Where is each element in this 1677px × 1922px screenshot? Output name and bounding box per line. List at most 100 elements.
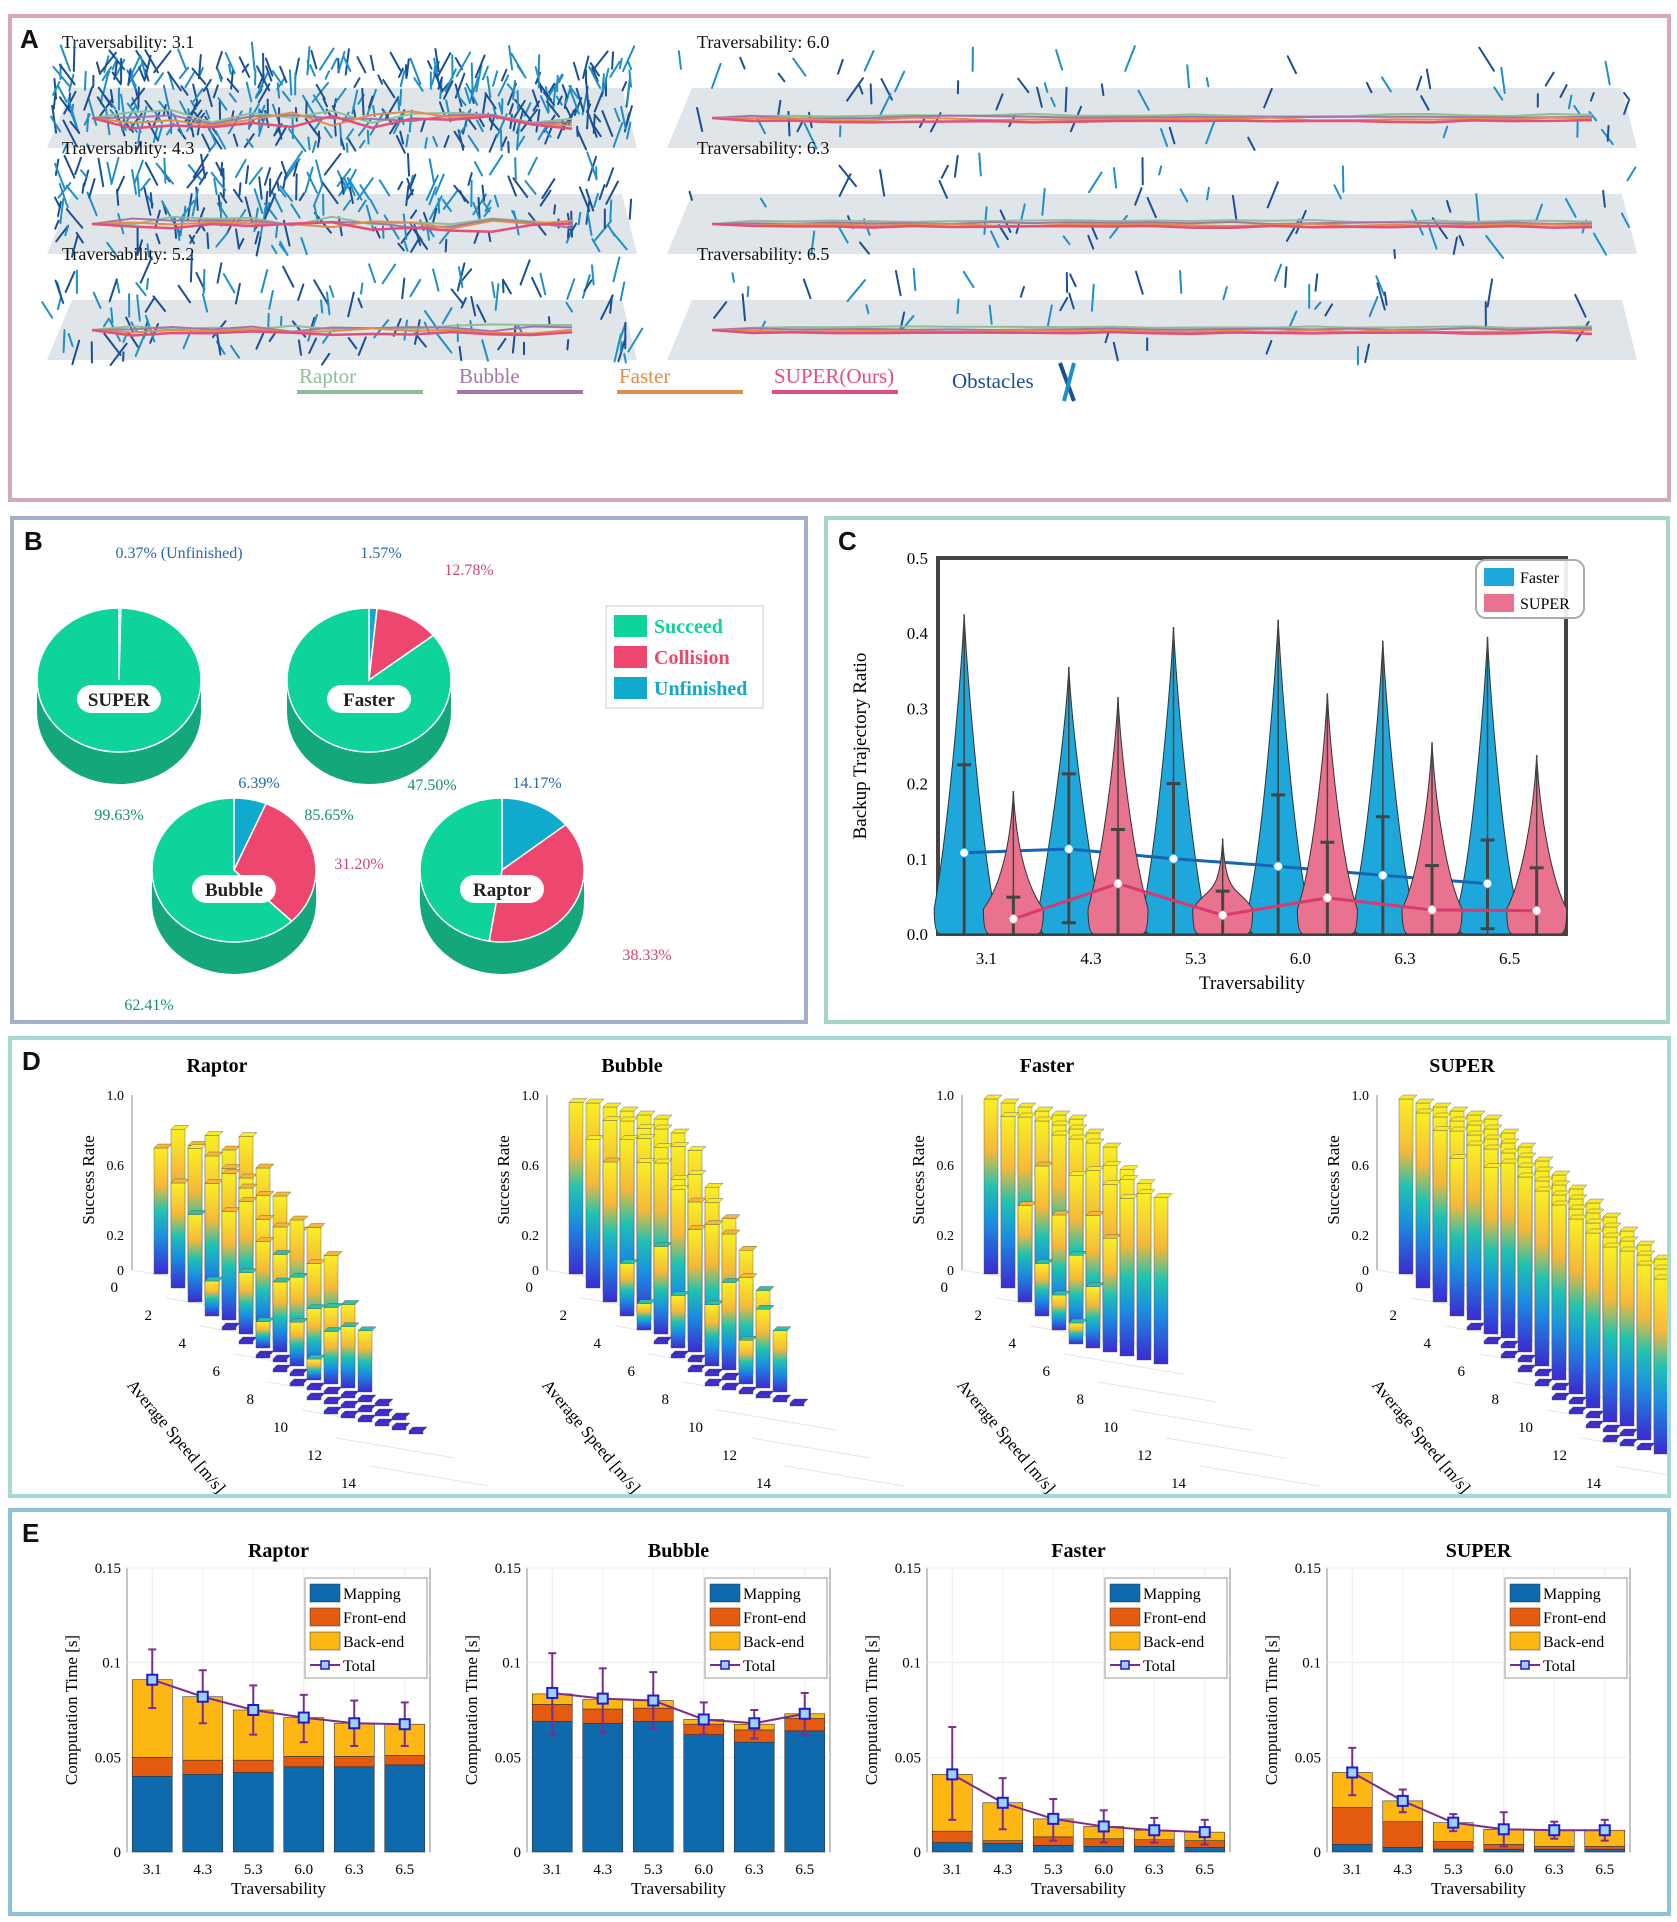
legend-label-raptor: Raptor bbox=[299, 364, 356, 388]
obstacle-pole bbox=[357, 336, 367, 356]
bar3d-bar bbox=[1534, 1382, 1550, 1387]
obstacle-pole bbox=[628, 198, 633, 220]
obstacle-pole bbox=[65, 208, 84, 229]
bar3d-bar bbox=[323, 1410, 339, 1415]
obstacle-pole bbox=[566, 338, 570, 351]
total-marker bbox=[1346, 1766, 1359, 1779]
obstacle-pole bbox=[1050, 96, 1056, 108]
obstacle-pole bbox=[378, 179, 391, 197]
total-marker bbox=[1497, 1823, 1510, 1836]
obstacle-pole bbox=[62, 329, 66, 354]
y-axis-label: Average Speed [m/s] bbox=[538, 1376, 644, 1494]
total-marker bbox=[596, 1692, 609, 1705]
total-marker bbox=[697, 1713, 710, 1726]
obstacle-pole bbox=[399, 70, 406, 88]
bar3d-bar bbox=[238, 1340, 254, 1345]
obstacle-pole bbox=[688, 190, 693, 201]
bar3d-bar bbox=[1619, 1432, 1635, 1437]
obstacle-pole bbox=[106, 161, 113, 185]
obstacle-pole bbox=[777, 99, 782, 116]
grid-line bbox=[1131, 1409, 1252, 1431]
obstacle-pole bbox=[260, 269, 269, 294]
y-axis-label: Computation Time [s] bbox=[1262, 1635, 1281, 1785]
obstacle-pole bbox=[279, 185, 293, 202]
bar3d-top bbox=[1466, 1322, 1486, 1328]
bar3d-top bbox=[687, 1146, 707, 1151]
bar3d-bar bbox=[272, 1368, 288, 1373]
y-tick-label: 0.05 bbox=[1295, 1750, 1321, 1766]
obstacle-pole bbox=[80, 169, 88, 178]
obstacle-pole bbox=[333, 118, 337, 137]
bar3d-bar bbox=[568, 1102, 584, 1275]
median-marker bbox=[1427, 904, 1438, 915]
bar3d-top bbox=[755, 1305, 775, 1310]
obstacle-pole bbox=[879, 169, 886, 197]
bar3d-bar bbox=[1636, 1446, 1652, 1451]
obstacle-pole bbox=[137, 86, 140, 110]
obstacle-pole bbox=[297, 283, 305, 302]
obstacle-pole bbox=[88, 178, 96, 199]
obstacle-pole bbox=[539, 189, 552, 207]
obstacle-pole bbox=[1564, 197, 1577, 218]
bar-mapping bbox=[683, 1734, 725, 1853]
bar3d-top bbox=[238, 1197, 258, 1202]
bar3d-top bbox=[221, 1322, 241, 1328]
z-tick-label: 1.0 bbox=[1352, 1089, 1370, 1104]
obstacle-pole bbox=[367, 95, 374, 109]
obstacle-pole bbox=[1368, 295, 1379, 318]
bar3d-top bbox=[1619, 1226, 1639, 1232]
obstacle-pole bbox=[432, 135, 439, 148]
obstacle-pole bbox=[1112, 341, 1119, 362]
scene-title: Traversability: 6.3 bbox=[697, 138, 829, 158]
bar3d-bar bbox=[1415, 1112, 1431, 1289]
legend-swatch-succeed bbox=[614, 615, 647, 637]
bar3d-bar bbox=[602, 1161, 618, 1303]
x-tick-label: 6.3 bbox=[745, 1862, 764, 1878]
bar3d-top bbox=[221, 1145, 241, 1151]
bar3d-top bbox=[670, 1128, 690, 1134]
obstacle-pole bbox=[1544, 71, 1555, 87]
y-tick-label: 10 bbox=[1103, 1420, 1118, 1436]
obstacle-pole bbox=[1263, 87, 1273, 109]
obstacle-pole bbox=[323, 126, 333, 139]
y-tick-label: 0.15 bbox=[95, 1561, 121, 1577]
pie-name: SUPER bbox=[88, 690, 151, 711]
bar-mapping bbox=[733, 1741, 775, 1853]
obstacle-pole bbox=[359, 184, 371, 200]
bar3d-top bbox=[1085, 1138, 1105, 1144]
legend-swatch-front-end bbox=[709, 1607, 741, 1627]
obstacle-pole bbox=[369, 198, 379, 215]
bar3d-bar bbox=[619, 1263, 635, 1317]
obstacle-pole bbox=[428, 195, 443, 221]
obstacle-pole bbox=[292, 161, 299, 177]
obstacle-pole bbox=[1427, 223, 1438, 250]
bar3d-bar bbox=[221, 1211, 237, 1321]
obstacle-pole bbox=[436, 52, 452, 79]
obstacle-pole bbox=[288, 128, 307, 152]
bar3d-top bbox=[1432, 1126, 1452, 1131]
grid-line bbox=[1097, 1381, 1218, 1403]
obstacle-pole bbox=[838, 173, 852, 197]
obstacle-pole bbox=[270, 244, 278, 255]
obstacle-pole bbox=[113, 60, 119, 80]
obstacle-pole bbox=[97, 157, 105, 188]
panel-b-outcome-pies: B SUPER 99.63% 0.37% (Unfinished) Faster 85.… bbox=[10, 516, 808, 1024]
bar-mapping bbox=[582, 1722, 624, 1853]
bar-mapping bbox=[1032, 1845, 1074, 1853]
obstacle-pole bbox=[491, 281, 496, 299]
obstacle-pole bbox=[250, 41, 256, 71]
obstacle-pole bbox=[136, 294, 141, 322]
obstacle-pole bbox=[501, 136, 508, 148]
obstacle-pole bbox=[101, 66, 113, 82]
obstacle-pole bbox=[545, 100, 561, 118]
obstacle-pole bbox=[202, 78, 212, 93]
obstacle-pole bbox=[111, 57, 118, 71]
bar3d-top bbox=[357, 1404, 377, 1410]
obstacle-pole bbox=[202, 268, 206, 294]
bar3d-top bbox=[340, 1300, 360, 1305]
obstacle-pole bbox=[1486, 278, 1494, 308]
panel-a-trajectory-scenes: A Traversability: 3.1 Traversability: 4.3… bbox=[8, 14, 1671, 502]
obstacle-pole bbox=[206, 87, 213, 108]
bar3d-top bbox=[1432, 1112, 1452, 1118]
obstacle-pole bbox=[565, 301, 574, 313]
